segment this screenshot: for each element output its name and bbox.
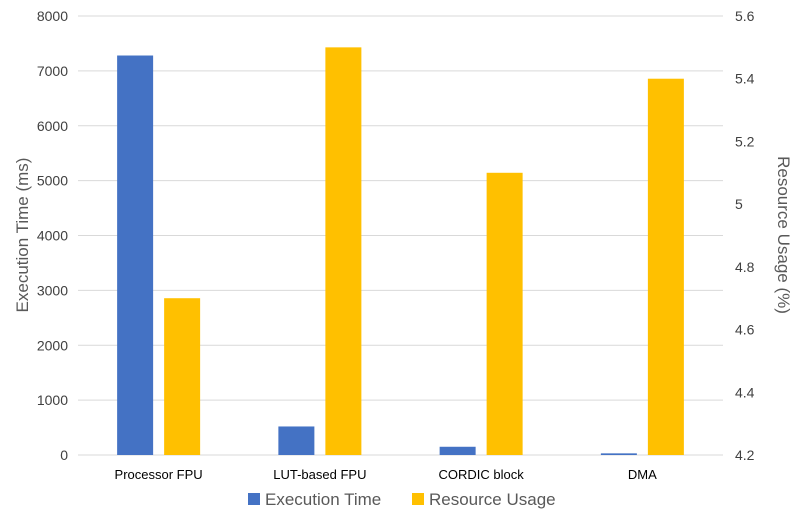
bar-execution-time xyxy=(600,453,637,455)
legend-label: Execution Time xyxy=(265,490,381,509)
bar-resource-usage xyxy=(647,78,684,455)
right-tick-label: 5.4 xyxy=(735,71,755,87)
right-tick-label: 4.4 xyxy=(735,384,755,400)
right-tick-label: 5 xyxy=(735,196,743,212)
left-tick-label: 5000 xyxy=(37,173,68,189)
left-tick-label: 8000 xyxy=(37,8,68,24)
right-tick-label: 5.2 xyxy=(735,133,755,149)
category-label: Processor FPU xyxy=(115,467,203,482)
bar-execution-time xyxy=(439,446,476,455)
left-axis-ticks: 0 1000 2000 3000 4000 5000 6000 7000 8000 xyxy=(37,8,68,463)
left-tick-label: 4000 xyxy=(37,228,68,244)
legend-swatch xyxy=(412,493,424,505)
legend-label: Resource Usage xyxy=(429,490,556,509)
bar-resource-usage xyxy=(486,172,523,456)
bar-execution-time xyxy=(278,426,315,455)
bars xyxy=(117,47,684,456)
bar-resource-usage xyxy=(164,298,201,455)
right-axis-title: Resource Usage (%) xyxy=(774,156,793,314)
right-tick-label: 4.8 xyxy=(735,259,755,275)
right-tick-label: 4.6 xyxy=(735,322,755,338)
bar-execution-time xyxy=(117,55,154,455)
category-label: CORDIC block xyxy=(439,467,525,482)
bar-resource-usage xyxy=(325,47,362,455)
legend: Execution Time Resource Usage xyxy=(248,490,556,509)
category-labels: Processor FPU LUT-based FPU CORDIC block DM… xyxy=(115,467,658,482)
right-tick-label: 4.2 xyxy=(735,447,755,463)
category-label: DMA xyxy=(628,467,657,482)
left-tick-label: 6000 xyxy=(37,118,68,134)
left-tick-label: 7000 xyxy=(37,63,68,79)
right-axis-ticks: 4.2 4.4 4.6 4.8 5 5.2 5.4 5.6 xyxy=(735,8,755,463)
right-tick-label: 5.6 xyxy=(735,8,755,24)
left-tick-label: 1000 xyxy=(37,392,68,408)
legend-swatch xyxy=(248,493,260,505)
category-label: LUT-based FPU xyxy=(273,467,366,482)
left-axis-title: Execution Time (ms) xyxy=(13,158,32,313)
left-tick-label: 0 xyxy=(60,447,68,463)
left-tick-label: 2000 xyxy=(37,337,68,353)
left-tick-label: 3000 xyxy=(37,282,68,298)
